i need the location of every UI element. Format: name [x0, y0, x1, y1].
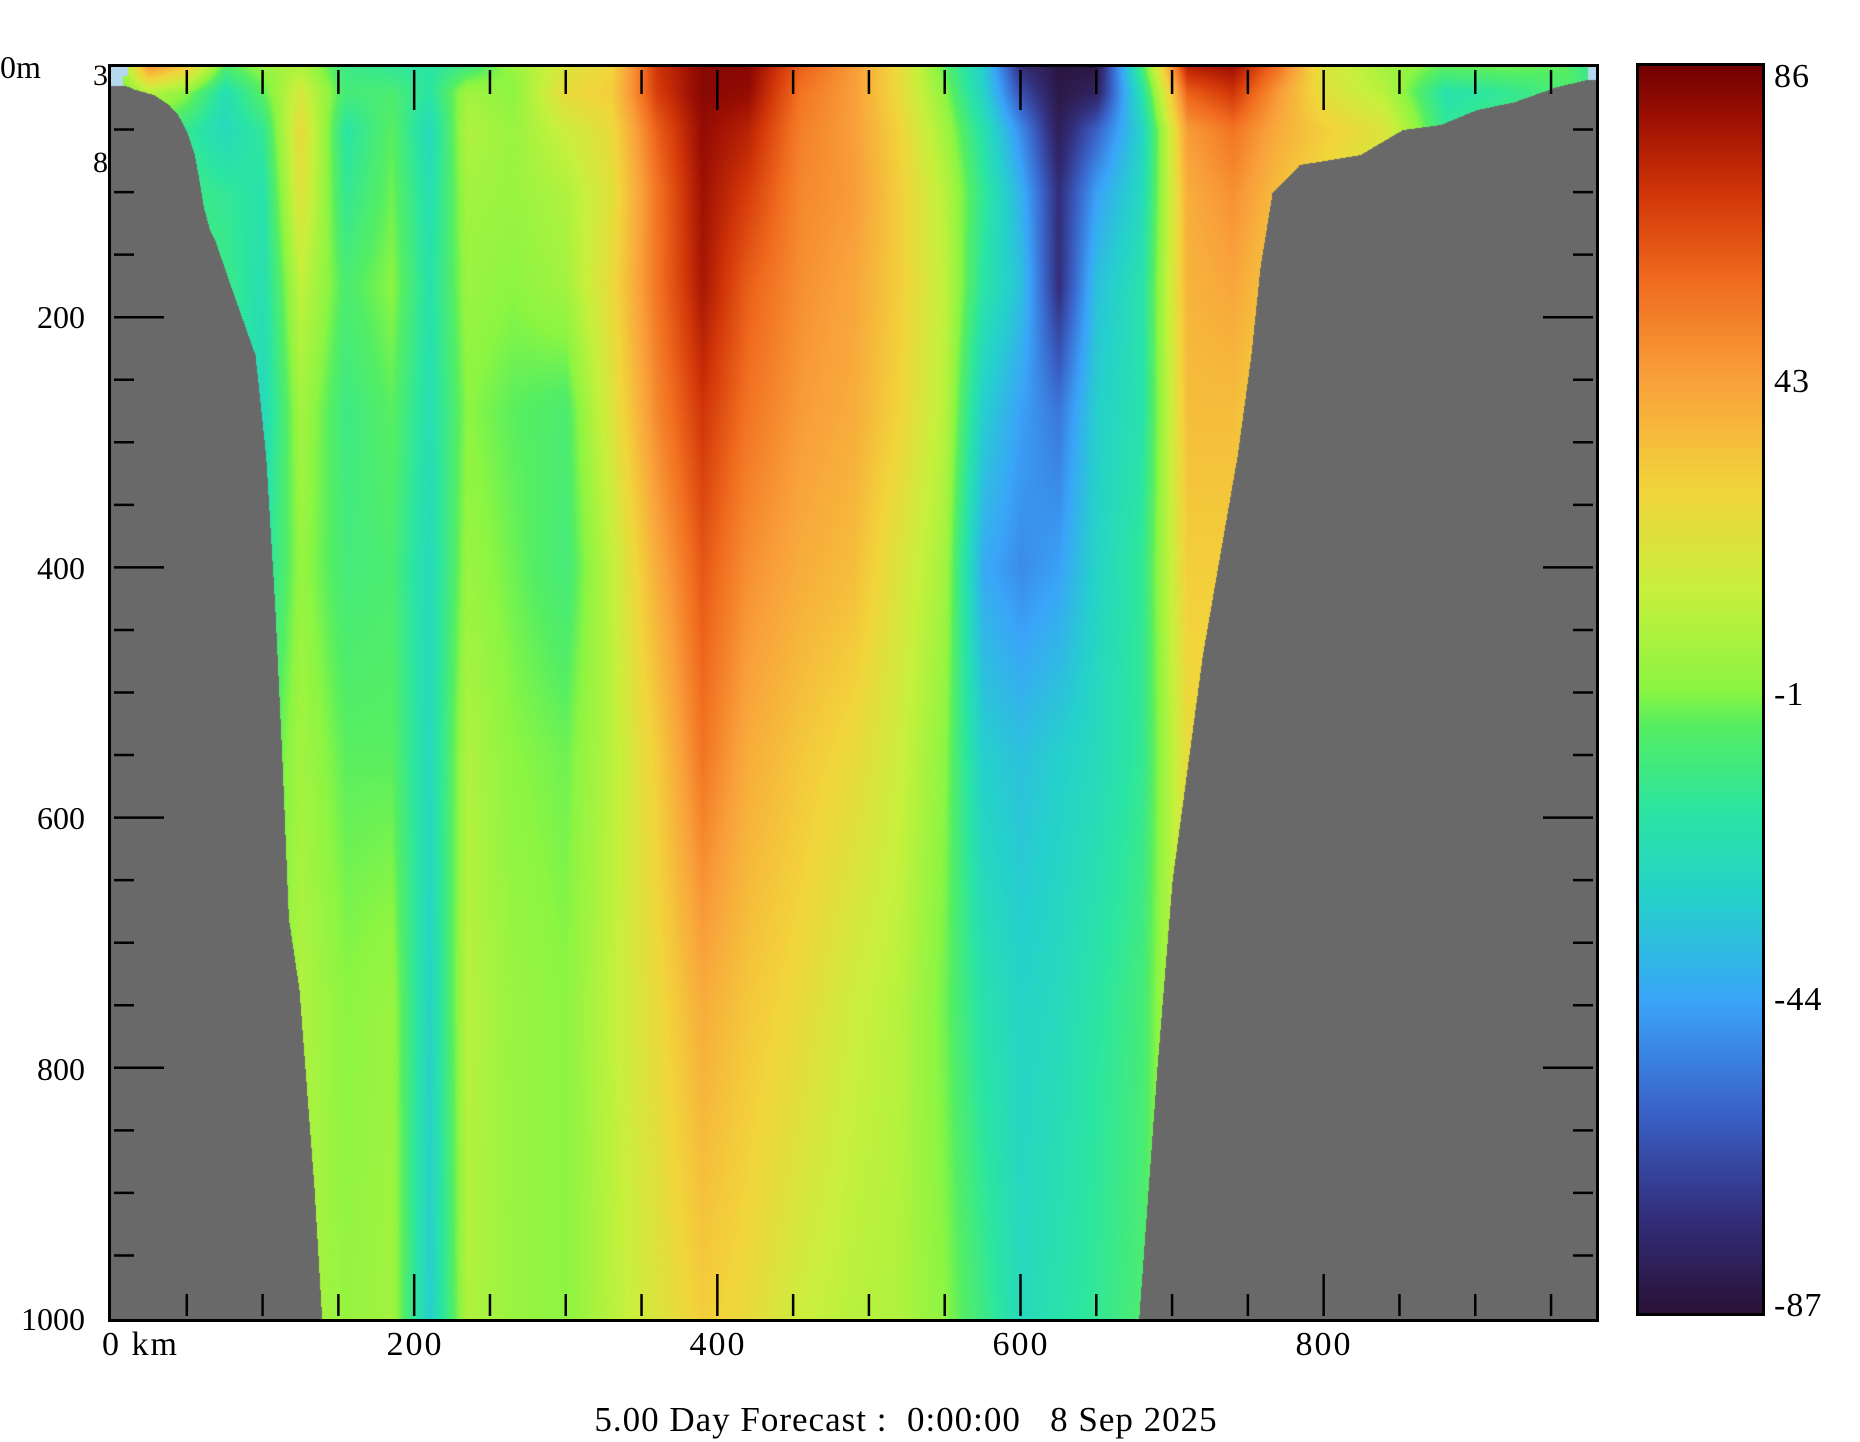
distance-tick-label-600: 600 [992, 1326, 1050, 1363]
depth-tick-label-1000: 1000 [21, 1301, 85, 1337]
colorbar-frame [1636, 63, 1765, 1316]
distance-tick-label-200: 200 [386, 1326, 444, 1363]
depth-tick-label-200: 200 [37, 299, 85, 335]
colorbar-tick-label-neg87: -87 [1774, 1287, 1823, 1324]
depth-tick-label-600: 600 [37, 800, 85, 836]
distance-tick-label-400: 400 [689, 1326, 747, 1363]
forecast-caption: 5.00 Day Forecast : 0:00:00 8 Sep 2025 [594, 1400, 1218, 1439]
distance-tick-label-800: 800 [1295, 1326, 1353, 1363]
distance-tick-label-0km: 0 km [102, 1326, 179, 1363]
colorbar-tick-label-neg44: -44 [1774, 981, 1823, 1018]
depth-tick-label-800: 800 [37, 1051, 85, 1087]
colorbar-tick-label-43: 43 [1774, 363, 1810, 400]
colorbar-gradient-canvas [1639, 66, 1762, 1313]
colorbar-tick-label-86: 86 [1774, 58, 1810, 95]
section-plot-frame [108, 64, 1599, 1322]
depth-tick-label-400: 400 [37, 550, 85, 586]
colorbar-tick-label-neg1: -1 [1774, 676, 1805, 713]
depth-tick-label-0: 0m [0, 49, 41, 85]
section-heatmap-canvas [111, 67, 1596, 1319]
